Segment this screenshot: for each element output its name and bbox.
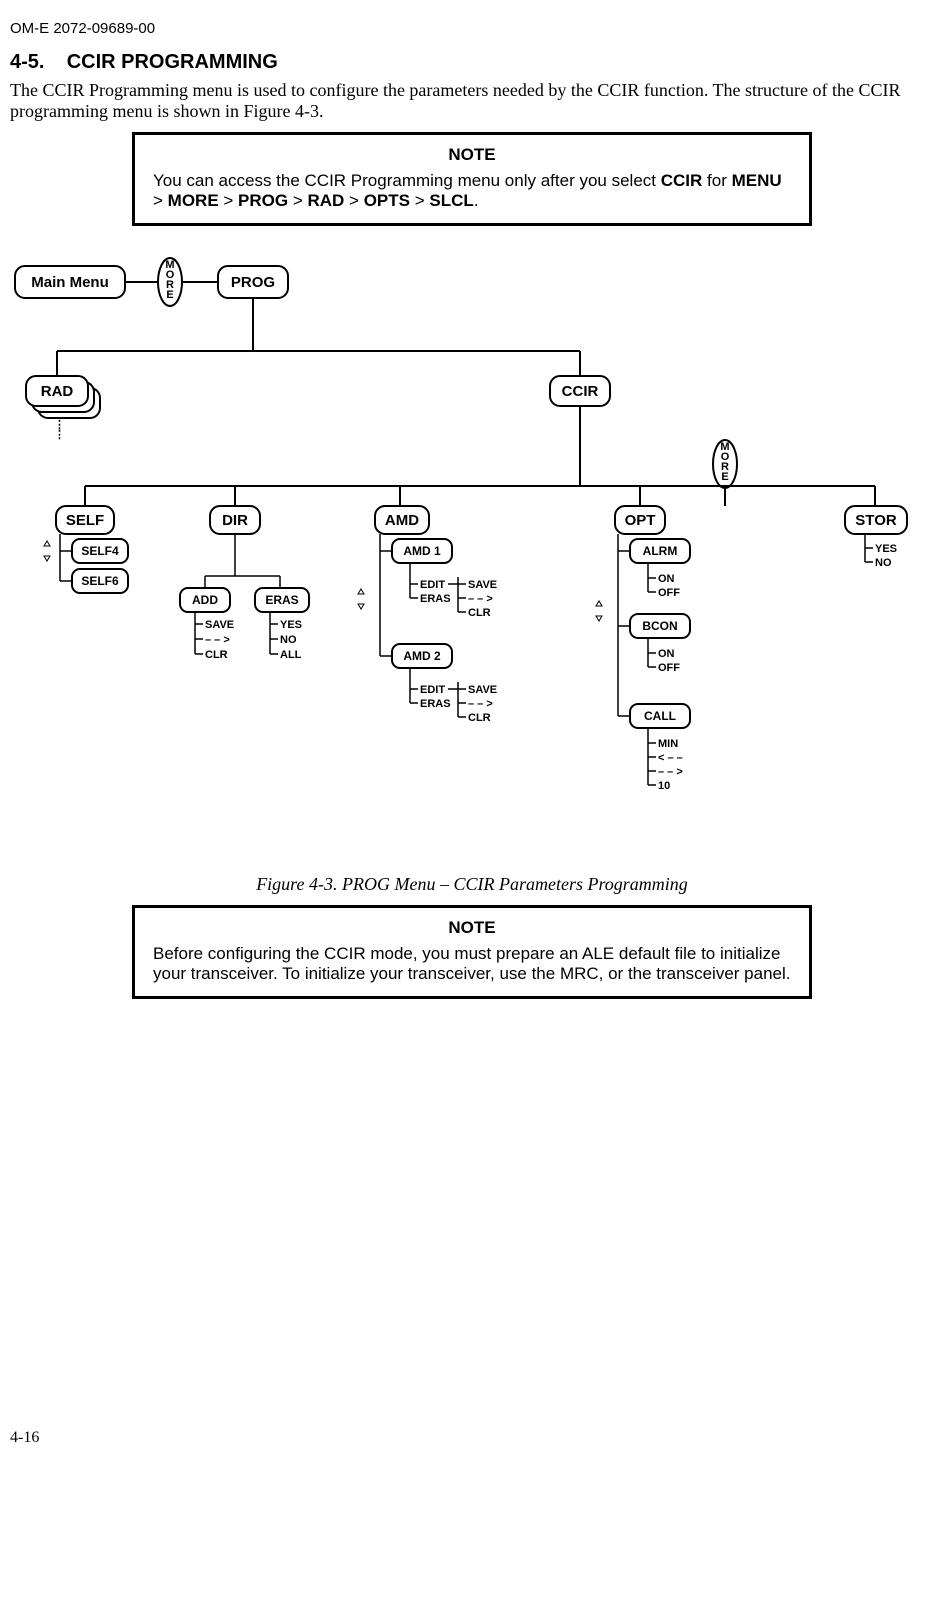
label-amd: AMD [385, 512, 419, 529]
label-opt: OPT [625, 512, 656, 529]
section-heading: 4-5. CCIR PROGRAMMING [10, 51, 934, 74]
leaf-eras-1: NO [280, 634, 297, 646]
section-number: 4-5. [10, 51, 44, 73]
label-self: SELF [66, 512, 104, 529]
leaf-alrm-1: OFF [658, 587, 680, 599]
label-bcon: BCON [642, 619, 677, 633]
note1-path-3: RAD [307, 191, 344, 210]
note-box-1: NOTE You can access the CCIR Programming… [132, 132, 812, 226]
note1-title: NOTE [153, 145, 791, 165]
figure-caption: Figure 4-3. PROG Menu – CCIR Parameters … [10, 874, 934, 895]
leaf-amd1r-0: SAVE [468, 579, 497, 591]
doc-header: OM-E 2072-09689-00 [10, 20, 934, 37]
note1-path-4: OPTS [364, 191, 410, 210]
note1-path-2: PROG [238, 191, 288, 210]
label-ccir: CCIR [562, 383, 599, 400]
leaf-amd2r-0: SAVE [468, 684, 497, 696]
menu-tree-diagram: Main Menu M O R E PROG RAD ⋮ ⋮ CCIR M O … [10, 236, 934, 866]
label-amd2: AMD 2 [403, 649, 441, 663]
note1-path-1: MORE [168, 191, 219, 210]
leaf-stor-0: YES [875, 543, 897, 555]
leaf-alrm-0: ON [658, 573, 675, 585]
leaf-amd2r-2: CLR [468, 712, 491, 724]
page-number: 4-16 [10, 1429, 934, 1447]
note1-pre: You can access the CCIR Programming menu… [153, 171, 661, 190]
note1-mid1: for [702, 171, 731, 190]
label-rad: RAD [41, 383, 74, 400]
label-call: CALL [644, 709, 676, 723]
label-stor: STOR [855, 512, 897, 529]
note1-path-5: SLCL [429, 191, 473, 210]
leaf-eras-2: ALL [280, 649, 302, 661]
leaf-amd1r-1: – – > [468, 593, 493, 605]
label-alrm: ALRM [643, 544, 678, 558]
leaf-call-1: < – – [658, 752, 683, 764]
note2-body: Before configuring the CCIR mode, you mu… [153, 944, 791, 984]
note2-title: NOTE [153, 918, 791, 938]
label-prog: PROG [231, 274, 275, 291]
down-arrow-icon-amd [358, 604, 364, 609]
leaf-call-2: – – > [658, 766, 683, 778]
leaf-amd1l-0: EDIT [420, 579, 445, 591]
leaf-amd2r-1: – – > [468, 698, 493, 710]
note-box-2: NOTE Before configuring the CCIR mode, y… [132, 905, 812, 999]
up-arrow-icon-amd [358, 589, 364, 594]
leaf-stor-1: NO [875, 557, 892, 569]
label-eras: ERAS [265, 593, 298, 607]
section-title-text: CCIR PROGRAMMING [67, 51, 278, 73]
rad-dots2: ⋮ [54, 429, 65, 441]
note1-path-0: MENU [732, 171, 782, 190]
svg-text:E: E [166, 289, 173, 301]
label-dir: DIR [222, 512, 248, 529]
label-self4: SELF4 [81, 544, 119, 558]
up-arrow-icon-opt [596, 601, 602, 606]
leaf-bcon-1: OFF [658, 662, 680, 674]
leaf-add-0: SAVE [205, 619, 234, 631]
up-arrow-icon-self [44, 541, 50, 546]
note1-ccir: CCIR [661, 171, 703, 190]
down-arrow-icon-self [44, 556, 50, 561]
label-main-menu: Main Menu [31, 274, 109, 291]
leaf-call-3: 10 [658, 780, 670, 792]
svg-text:E: E [721, 471, 728, 483]
leaf-add-1: – – > [205, 634, 230, 646]
label-amd1: AMD 1 [403, 544, 441, 558]
intro-paragraph: The CCIR Programming menu is used to con… [10, 80, 934, 122]
down-arrow-icon-opt [596, 616, 602, 621]
leaf-amd1l-1: ERAS [420, 593, 451, 605]
leaf-bcon-0: ON [658, 648, 675, 660]
leaf-eras-0: YES [280, 619, 302, 631]
leaf-call-0: MIN [658, 738, 678, 750]
leaf-add-2: CLR [205, 649, 228, 661]
label-add: ADD [192, 593, 218, 607]
note1-body: You can access the CCIR Programming menu… [153, 171, 791, 211]
leaf-amd1r-2: CLR [468, 607, 491, 619]
label-self6: SELF6 [81, 574, 119, 588]
leaf-amd2l-0: EDIT [420, 684, 445, 696]
leaf-amd2l-1: ERAS [420, 698, 451, 710]
